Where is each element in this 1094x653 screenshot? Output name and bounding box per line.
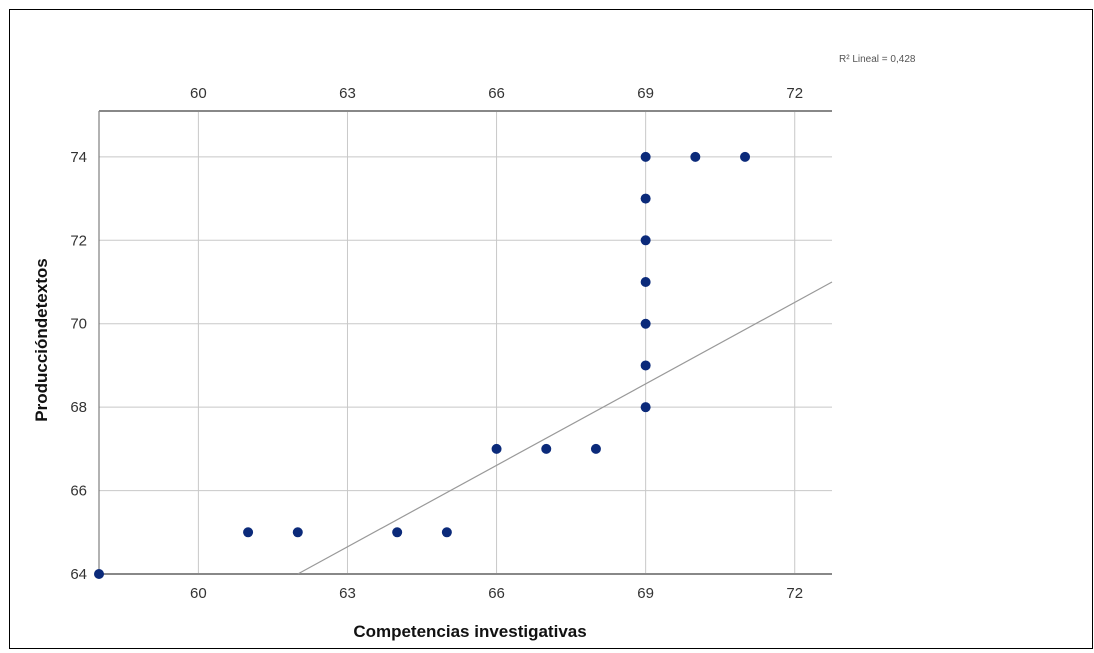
x-tick-label: 72 [786, 585, 803, 602]
y-tick-label: 68 [70, 399, 87, 416]
y-tick-label: 72 [70, 232, 87, 249]
data-point [690, 152, 700, 162]
y-tick-label: 70 [70, 316, 87, 333]
x-tick-label: 63 [339, 585, 356, 602]
x-tick-label-top: 72 [786, 85, 803, 102]
x-tick-label-top: 63 [339, 85, 356, 102]
y-axis-title: Produccióndetextos [32, 258, 52, 421]
y-tick-label: 64 [70, 566, 87, 583]
data-point [94, 569, 104, 579]
tick-labels: 60 60 63 63 66 66 69 69 72 72 64 66 68 70 72 74 [70, 85, 803, 602]
data-point [641, 235, 651, 245]
data-point [591, 444, 601, 454]
data-point [641, 152, 651, 162]
y-tick-label: 74 [70, 149, 87, 166]
fit-line-label: R² Lineal = 0,428 [839, 54, 915, 65]
data-point [492, 444, 502, 454]
data-points [94, 152, 750, 579]
x-tick-label: 66 [488, 585, 505, 602]
x-tick-label-top: 66 [488, 85, 505, 102]
data-point [243, 527, 253, 537]
x-tick-label: 60 [190, 585, 207, 602]
fit-line [298, 282, 832, 574]
data-point [641, 319, 651, 329]
y-tick-label: 66 [70, 483, 87, 500]
data-point [641, 277, 651, 287]
x-tick-label-top: 69 [637, 85, 654, 102]
data-point [442, 527, 452, 537]
data-point [641, 402, 651, 412]
data-point [392, 527, 402, 537]
data-point [641, 194, 651, 204]
data-point [740, 152, 750, 162]
x-axis-title: Competencias investigativas [300, 622, 640, 642]
x-tick-label: 69 [637, 585, 654, 602]
data-point [541, 444, 551, 454]
data-point [641, 360, 651, 370]
fit-line-group [298, 282, 832, 574]
x-tick-label-top: 60 [190, 85, 207, 102]
data-point [293, 527, 303, 537]
